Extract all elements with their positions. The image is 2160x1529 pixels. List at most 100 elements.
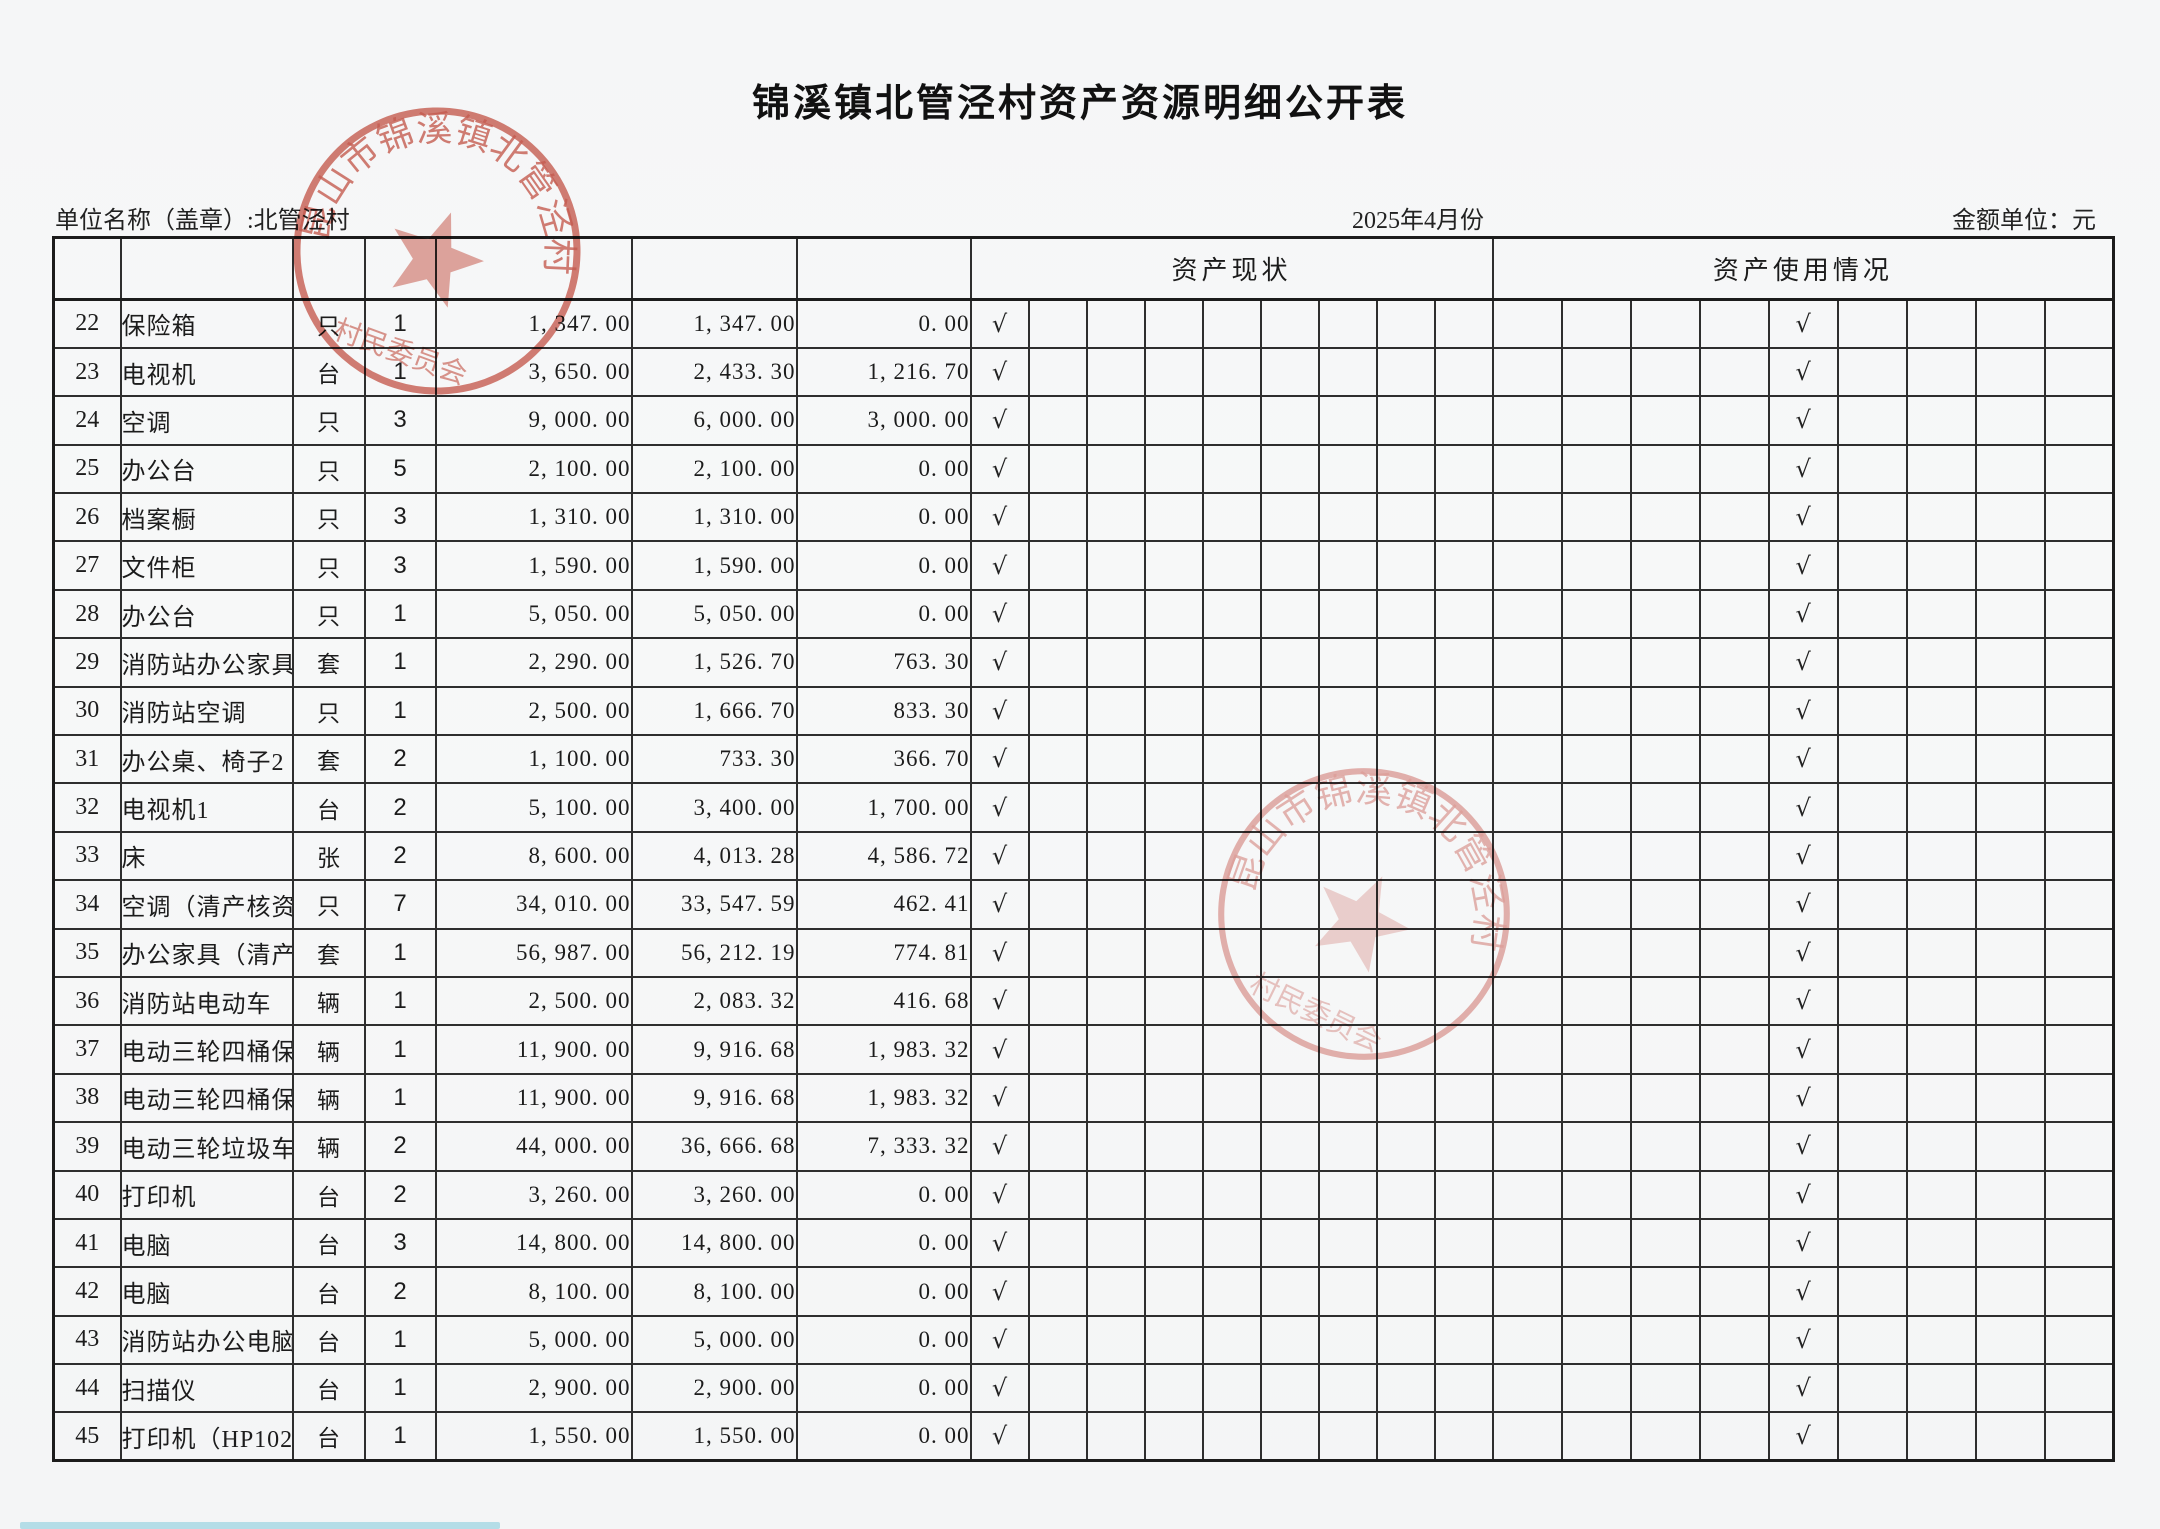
cell-row-number: 33 — [52, 830, 122, 882]
cell-amount-3: 0. 00 — [795, 298, 972, 349]
usage-subcell — [1698, 1217, 1770, 1269]
usage-subcell — [1698, 1411, 1770, 1462]
cell-row-number: 32 — [52, 782, 122, 833]
cell-unit: 辆 — [291, 1024, 366, 1075]
cell-unit: 只 — [291, 540, 366, 591]
status-subcell — [1259, 1266, 1320, 1317]
cell-row-number: 41 — [52, 1217, 122, 1269]
status-subcell — [1085, 1217, 1146, 1269]
usage-subcell — [2043, 298, 2115, 349]
status-subcell: √ — [969, 492, 1030, 543]
status-subcell — [1201, 1411, 1262, 1462]
status-subcell — [1375, 1169, 1436, 1220]
usage-subcell — [2043, 1314, 2115, 1366]
cell-asset-name: 电动三轮四桶保 — [119, 1072, 294, 1124]
usage-subcell — [1698, 975, 1770, 1027]
usage-subcell — [1560, 1363, 1632, 1414]
usage-subcell — [1905, 1024, 1977, 1075]
status-subcell: √ — [969, 1217, 1030, 1269]
cell-row-number: 27 — [52, 540, 122, 591]
usage-subcell — [1560, 1169, 1632, 1220]
table-row: 29 消防站办公家具 套 1 2, 290. 00 1, 526. 70 763… — [52, 637, 2115, 688]
usage-subcell: √ — [1767, 1024, 1839, 1075]
status-subcell — [1317, 395, 1378, 446]
usage-subcell — [1491, 443, 1563, 495]
cell-amount-3: 833. 30 — [795, 685, 972, 737]
cell-amount-2: 1, 347. 00 — [630, 298, 798, 349]
cell-quantity: 3 — [363, 395, 437, 446]
cell-quantity: 2 — [363, 1121, 437, 1172]
usage-subcell — [2043, 734, 2115, 785]
status-subcell — [1027, 540, 1088, 591]
cell-amount-2: 2, 900. 00 — [630, 1363, 798, 1414]
cell-amount-1: 2, 290. 00 — [434, 637, 633, 688]
status-subcell — [1259, 443, 1320, 495]
status-subcell — [1027, 1217, 1088, 1269]
status-subcell — [1027, 1024, 1088, 1075]
status-subcell — [1433, 1024, 1494, 1075]
cell-amount-2: 9, 916. 68 — [630, 1072, 798, 1124]
status-subcell — [1201, 346, 1262, 398]
status-subcell — [1433, 1121, 1494, 1172]
status-subcell — [1201, 540, 1262, 591]
status-subcell — [1201, 1072, 1262, 1124]
page-title: 锦溪镇北管泾村资产资源明细公开表 — [751, 83, 1408, 125]
table-row: 35 办公家具（清产 套 1 56, 987. 00 56, 212. 19 7… — [52, 927, 2115, 978]
usage-subcell — [1491, 637, 1563, 688]
status-subcell — [1259, 1363, 1320, 1414]
usage-subcell — [1905, 1121, 1977, 1172]
cell-unit: 只 — [291, 492, 366, 543]
cell-amount-3: 7, 333. 32 — [795, 1121, 972, 1172]
cell-row-number: 35 — [52, 927, 122, 978]
usage-subcell — [1836, 298, 1908, 349]
usage-subcell — [1491, 1024, 1563, 1075]
cell-row-number: 36 — [52, 975, 122, 1027]
status-subcell — [1259, 830, 1320, 882]
usage-subcell — [1629, 1217, 1701, 1269]
status-subcell — [1259, 1314, 1320, 1366]
usage-subcell — [1905, 1169, 1977, 1220]
cell-amount-1: 1, 310. 00 — [434, 492, 633, 543]
usage-subcell: √ — [1767, 1314, 1839, 1366]
table-row: 38 电动三轮四桶保 辆 1 11, 900. 00 9, 916. 68 1,… — [52, 1072, 2115, 1124]
header-empty-amount3 — [795, 236, 972, 301]
usage-subcell — [1491, 588, 1563, 640]
unit-name-label: 单位名称（盖章）:北管泾村 — [55, 208, 350, 234]
usage-subcell — [1905, 298, 1977, 349]
usage-subcell — [1905, 879, 1977, 930]
usage-subcell: √ — [1767, 443, 1839, 495]
status-subcell — [1433, 1169, 1494, 1220]
cell-unit: 套 — [291, 734, 366, 785]
status-subcell — [1433, 685, 1494, 737]
status-subcell — [1259, 637, 1320, 688]
table-row: 27 文件柜 只 3 1, 590. 00 1, 590. 00 0. 00 √… — [52, 540, 2115, 591]
cell-asset-name: 电视机 — [119, 346, 294, 398]
table-row: 28 办公台 只 1 5, 050. 00 5, 050. 00 0. 00 √… — [52, 588, 2115, 640]
table-row: 24 空调 只 3 9, 000. 00 6, 000. 00 3, 000. … — [52, 395, 2115, 446]
status-subcell — [1375, 1314, 1436, 1366]
cell-quantity: 2 — [363, 830, 437, 882]
cell-quantity: 3 — [363, 1217, 437, 1269]
status-subcell — [1027, 492, 1088, 543]
usage-subcell — [1698, 830, 1770, 882]
usage-subcell — [1491, 1121, 1563, 1172]
usage-subcell: √ — [1767, 975, 1839, 1027]
usage-subcell — [1491, 685, 1563, 737]
status-subcell — [1259, 540, 1320, 591]
cell-amount-2: 4, 013. 28 — [630, 830, 798, 882]
usage-subcell — [2043, 443, 2115, 495]
status-subcell — [1317, 830, 1378, 882]
cell-asset-name: 电动三轮垃圾车 — [119, 1121, 294, 1172]
cell-asset-name: 消防站电动车 — [119, 975, 294, 1027]
status-subcell — [1085, 1024, 1146, 1075]
cell-asset-name: 电动三轮四桶保 — [119, 1024, 294, 1075]
status-subcell — [1027, 1266, 1088, 1317]
status-subcell — [1317, 975, 1378, 1027]
cell-row-number: 42 — [52, 1266, 122, 1317]
status-subcell — [1375, 492, 1436, 543]
usage-subcell — [1491, 975, 1563, 1027]
cell-amount-1: 11, 900. 00 — [434, 1072, 633, 1124]
status-subcell — [1259, 782, 1320, 833]
cell-amount-3: 1, 983. 32 — [795, 1024, 972, 1075]
usage-subcell — [1560, 395, 1632, 446]
